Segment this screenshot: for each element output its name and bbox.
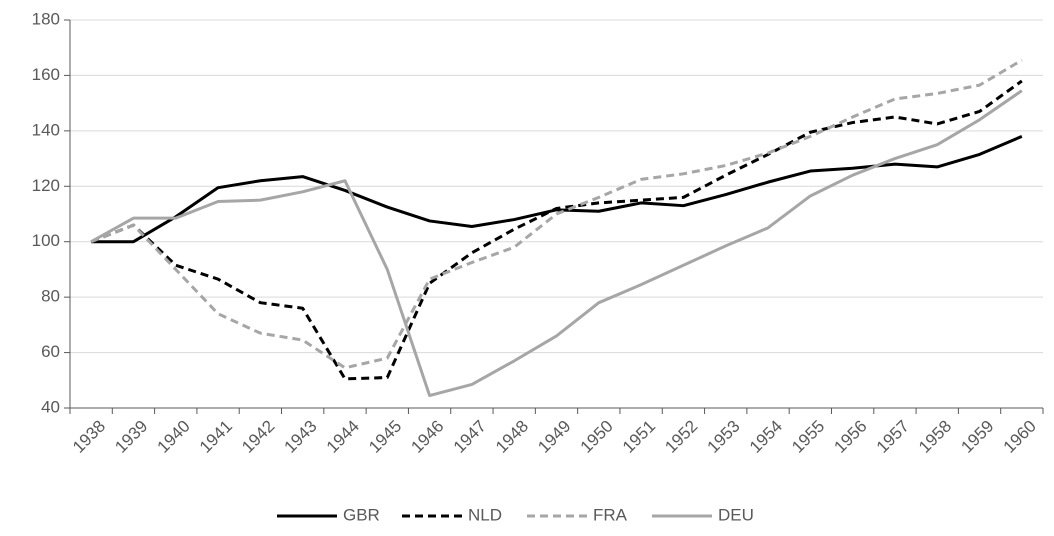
x-tick-label: 1941 [196, 417, 236, 457]
y-tick-label: 80 [41, 287, 60, 306]
x-tick-label: 1942 [238, 417, 278, 457]
y-tick-label: 40 [41, 397, 60, 416]
x-tick-label: 1953 [704, 417, 744, 457]
x-tick-label: 1951 [619, 417, 659, 457]
x-tick-label: 1939 [111, 417, 151, 457]
y-tick-label: 120 [32, 176, 60, 195]
x-tick-label: 1938 [69, 417, 109, 457]
legend-label: GBR [343, 505, 380, 524]
x-tick-label: 1955 [788, 417, 828, 457]
y-tick-label: 100 [32, 231, 60, 250]
x-tick-label: 1945 [365, 417, 405, 457]
x-tick-label: 1958 [915, 417, 955, 457]
series-line [90, 79, 1023, 381]
x-tick-label: 1957 [873, 417, 913, 457]
y-tick-label: 180 [32, 9, 60, 28]
x-tick-label: 1956 [830, 417, 870, 457]
x-tick-label: 1944 [323, 417, 363, 457]
y-tick-label: 160 [32, 65, 60, 84]
x-tick-label: 1950 [577, 417, 617, 457]
x-tick-label: 1960 [1000, 417, 1040, 457]
x-tick-label: 1948 [492, 417, 532, 457]
legend-label: DEU [718, 505, 754, 524]
y-tick-label: 60 [41, 342, 60, 361]
x-tick-label: 1943 [280, 417, 320, 457]
legend-label: NLD [468, 505, 502, 524]
legend-label: FRA [593, 505, 628, 524]
x-tick-label: 1949 [534, 417, 574, 457]
x-tick-label: 1954 [746, 417, 786, 457]
x-tick-label: 1947 [450, 417, 490, 457]
series-line [90, 58, 1023, 370]
x-tick-label: 1940 [154, 417, 194, 457]
x-tick-label: 1952 [661, 417, 701, 457]
x-tick-label: 1946 [407, 417, 447, 457]
y-tick-label: 140 [32, 120, 60, 139]
x-tick-label: 1959 [957, 417, 997, 457]
series-line [91, 135, 1023, 244]
series-line [90, 89, 1023, 398]
